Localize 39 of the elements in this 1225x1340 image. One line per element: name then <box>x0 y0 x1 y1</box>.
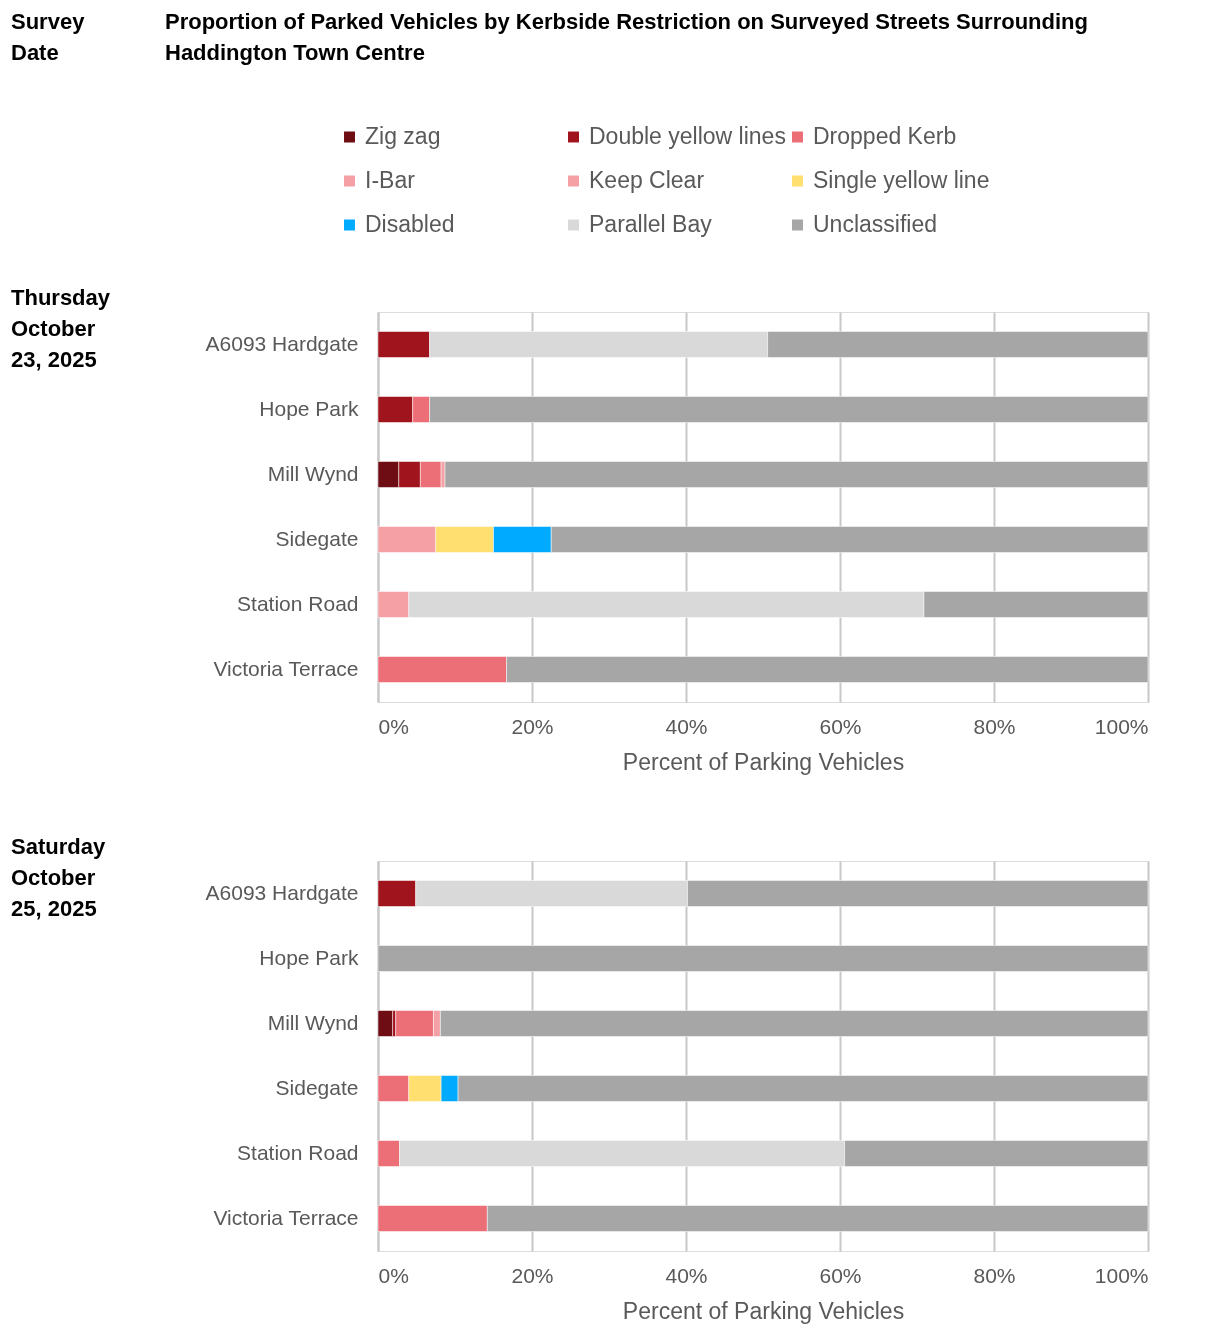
x-tick-label: 40% <box>665 714 708 738</box>
x-tick-label: 20% <box>511 714 554 738</box>
text: Saturday October 25, 2025 <box>11 834 106 921</box>
legend-label: Disabled <box>365 211 455 237</box>
x-tick-label: 100% <box>1094 714 1149 738</box>
y-tick-label: Hope Park <box>259 945 359 969</box>
x-tick-label: 0% <box>378 1263 409 1287</box>
x-tick-label: 0% <box>378 714 409 738</box>
legend-label: Double yellow lines <box>589 123 786 149</box>
y-tick-label: Sidegate <box>275 526 359 550</box>
legend-label: Keep Clear <box>589 167 705 193</box>
x-axis-title: Percent of Parking Vehicles <box>622 748 905 775</box>
x-tick-label: 20% <box>511 1263 554 1287</box>
text: Thursday October 23, 2025 <box>11 285 111 372</box>
x-tick-label: 100% <box>1094 1263 1149 1287</box>
legend-label: Zig zag <box>365 123 441 149</box>
legend-label: Unclassified <box>813 211 937 237</box>
x-tick-label: 60% <box>819 1263 862 1287</box>
text: Survey Date <box>11 9 86 65</box>
y-tick-label: A6093 Hardgate <box>205 880 359 904</box>
legend-label: Single yellow line <box>813 167 990 193</box>
x-tick-label: 40% <box>665 1263 708 1287</box>
legend-label: Parallel Bay <box>589 211 713 237</box>
x-axis-title: Percent of Parking Vehicles <box>622 1297 905 1324</box>
y-tick-label: Mill Wynd <box>267 461 359 485</box>
y-tick-label: Station Road <box>237 591 359 615</box>
x-tick-label: 80% <box>973 714 1016 738</box>
y-tick-label: Victoria Terrace <box>213 656 359 680</box>
y-tick-label: A6093 Hardgate <box>205 331 359 355</box>
y-tick-label: Victoria Terrace <box>213 1205 359 1229</box>
x-tick-label: 60% <box>819 714 862 738</box>
y-tick-label: Sidegate <box>275 1075 359 1099</box>
chart-title: Proportion of Parked Vehicles by Kerbside Restriction on Surveyed Streets Surrounding Haddington Town Centre <box>165 9 1088 65</box>
legend-label: I-Bar <box>365 167 416 193</box>
y-tick-label: Station Road <box>237 1140 359 1164</box>
x-tick-label: 80% <box>973 1263 1016 1287</box>
y-tick-label: Hope Park <box>259 396 359 420</box>
legend-label: Dropped Kerb <box>813 123 957 149</box>
y-tick-label: Mill Wynd <box>267 1010 359 1034</box>
